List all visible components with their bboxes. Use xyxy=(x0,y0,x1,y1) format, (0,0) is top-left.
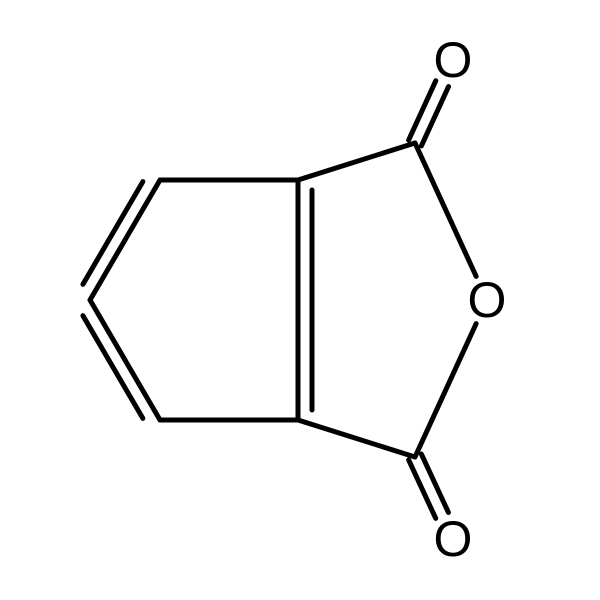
bond xyxy=(421,87,448,146)
atom-label-o: O xyxy=(468,272,507,328)
bond xyxy=(83,182,143,285)
bond xyxy=(421,454,448,512)
atom-label-o: O xyxy=(434,511,473,567)
bond xyxy=(298,420,415,457)
bond xyxy=(90,300,160,420)
bond xyxy=(415,143,476,276)
bond xyxy=(83,316,143,419)
bond xyxy=(298,143,415,180)
bond xyxy=(415,324,476,457)
bond xyxy=(409,460,436,518)
bond xyxy=(90,180,160,300)
atom-label-o: O xyxy=(434,32,473,88)
bond xyxy=(409,81,436,140)
